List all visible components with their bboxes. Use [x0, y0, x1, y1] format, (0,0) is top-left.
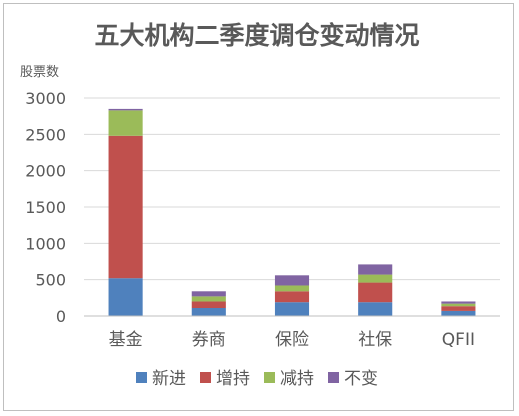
x-category-label-2: 保险	[275, 330, 309, 350]
legend-swatch-1	[200, 372, 211, 383]
bar-0-series-2	[108, 110, 143, 136]
x-category-label-0: 基金	[109, 330, 143, 350]
bar-1-series-3	[191, 291, 226, 297]
bar-2-series-1	[274, 291, 310, 303]
legend-label-0: 新进	[152, 369, 186, 389]
bar-0-series-0	[108, 278, 143, 316]
bar-0-series-1	[108, 135, 143, 279]
gridlines	[84, 97, 500, 281]
x-axis-categories: 基金 券商 保险 社保 QFII	[109, 330, 475, 350]
bars	[108, 108, 476, 316]
bar-3-series-1	[358, 282, 393, 303]
y-tick-label-6: 3000	[25, 89, 66, 108]
bar-1-series-1	[191, 301, 226, 309]
bar-2-series-3	[274, 275, 310, 286]
chart-frame: 五大机构二季度调仓变动情况 股票数 0 500 1000 1500 2000 2500 30…	[3, 3, 514, 411]
stacked-bar-chart: 五大机构二季度调仓变动情况 股票数 0 500 1000 1500 2000 2500 30…	[20, 21, 500, 389]
x-category-label-4: QFII	[442, 330, 475, 350]
legend-label-3: 不变	[344, 369, 378, 389]
bar-3-series-0	[358, 302, 393, 316]
legend: 新进 增持 减持 不变	[136, 369, 378, 389]
x-category-label-1: 券商	[192, 330, 226, 350]
y-tick-label-3: 1500	[25, 198, 66, 217]
bar-0-series-3	[108, 108, 143, 111]
legend-label-1: 增持	[216, 369, 250, 389]
y-tick-label-4: 2000	[25, 162, 66, 181]
y-tick-label-5: 2500	[25, 125, 66, 144]
legend-swatch-2	[264, 372, 275, 383]
x-category-label-3: 社保	[358, 330, 392, 350]
legend-label-2: 减持	[280, 369, 314, 389]
y-tick-label-1: 500	[35, 271, 66, 290]
chart-title: 五大机构二季度调仓变动情况	[94, 21, 419, 50]
bar-4-series-3	[441, 301, 476, 304]
bar-4-series-0	[441, 310, 476, 316]
y-axis-unit-label: 股票数	[20, 65, 59, 80]
legend-swatch-3	[328, 372, 339, 383]
bar-2-series-2	[274, 285, 310, 292]
bar-3-series-2	[358, 274, 393, 283]
y-tick-label-2: 1000	[25, 234, 66, 253]
legend-swatch-0	[136, 372, 147, 383]
bar-4-series-2	[441, 303, 476, 307]
y-axis-ticks: 0 500 1000 1500 2000 2500 3000	[25, 89, 66, 326]
bar-1-series-2	[191, 296, 226, 302]
y-tick-label-0: 0	[56, 307, 66, 326]
bar-2-series-0	[274, 302, 310, 316]
bar-3-series-3	[358, 264, 393, 275]
bar-4-series-1	[441, 306, 476, 311]
bar-1-series-0	[191, 308, 226, 316]
